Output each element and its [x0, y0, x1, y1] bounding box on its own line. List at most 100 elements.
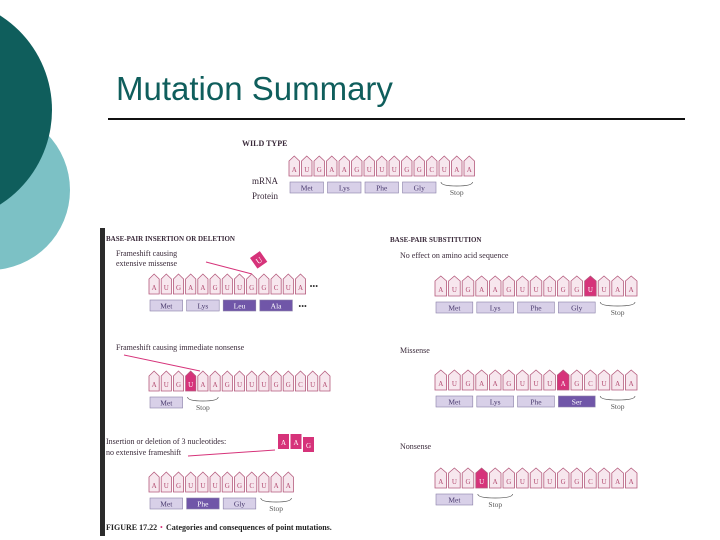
wild-type-stop-label: Stop: [450, 188, 464, 197]
sub1-codon-box-2: [461, 275, 475, 297]
ins2-codon-box-14: [319, 370, 331, 392]
sub3-protein-box-0: [435, 493, 474, 506]
ins1-base-11: U: [286, 284, 291, 292]
sub2-codon-box-4: [489, 369, 502, 391]
ins3-codon-box-0: [148, 471, 160, 493]
ins3-stop-label: Stop: [269, 504, 283, 513]
ins2-base-9: U: [261, 381, 266, 389]
sub2-base-8: U: [547, 380, 552, 388]
ins3-codon-box-9: [258, 471, 270, 493]
sub1-codon-box-7: [529, 275, 543, 297]
ins2-base-5: A: [213, 381, 218, 389]
sub3-codon-box-10: [570, 467, 583, 489]
sub1-codon-box-12: [597, 275, 611, 297]
wild-type-codon-box-5: [351, 155, 363, 177]
ins2-codon-box-2: [173, 370, 184, 392]
ins3-protein-box-0: [149, 497, 183, 510]
sub3-codon-box-9: [557, 467, 570, 489]
ins2-base-13: U: [310, 381, 315, 389]
sub3-stop-bracket: [477, 493, 513, 499]
title-underline: [108, 118, 685, 120]
sub1-protein-1: Lys: [490, 304, 501, 313]
ins2-codon-box-3: [185, 370, 197, 392]
sub3-codon-box-6: [516, 467, 529, 489]
sub2-base-4: A: [493, 380, 498, 388]
sub3-base-11: C: [588, 478, 593, 486]
sub2-protein-box-1: [476, 395, 514, 408]
wild-type-protein-1: Lys: [339, 184, 350, 193]
ins3-base-8: C: [249, 482, 254, 490]
sub1-base-6: U: [520, 286, 525, 294]
sub2-codon-box-10: [570, 369, 583, 391]
sub3-base-3: U: [479, 478, 484, 486]
ins3-codon-box-3: [185, 471, 197, 493]
ins1-protein-0: Met: [160, 302, 173, 311]
point-mutation-figure: WILD TYPE mRNA Protein A U G A A G U U U G G C U A AMe…: [100, 128, 660, 536]
sub1-protein-0: Met: [448, 304, 461, 313]
sub1-codon-box-6: [516, 275, 529, 297]
ins1-protein-box-0: [149, 299, 183, 312]
sub3-base-4: A: [493, 478, 498, 486]
wild-type-codon-box-7: [376, 155, 388, 177]
sub2-codon-box-1: [448, 369, 461, 391]
sub3-codon-box-12: [597, 467, 611, 489]
sub3-codon-box-2: [461, 467, 475, 489]
sub3-base-0: A: [438, 478, 443, 486]
ins1-codon-box-4: [197, 273, 209, 295]
ins3-arrow: [187, 449, 276, 457]
ins3-codon-box-6: [221, 471, 233, 493]
ins3-codon-box-10: [270, 471, 282, 493]
ins2-base-7: U: [237, 381, 242, 389]
sub3-codon-box-14: [625, 467, 638, 489]
sub2-base-3: A: [479, 380, 484, 388]
sub1-base-8: U: [547, 286, 552, 294]
wild-type-base-14: A: [467, 166, 472, 174]
wild-type-stop-bracket: [440, 181, 473, 187]
sub2-base-7: U: [533, 380, 538, 388]
ins3-codon-box-5: [209, 471, 221, 493]
wild-type-base-2: G: [317, 166, 322, 174]
sub3-codon-box-1: [448, 467, 461, 489]
sub3-codon-box-11: [584, 467, 597, 489]
sub3-base-1: U: [452, 478, 457, 486]
ins2-codon-box-0: [148, 370, 160, 392]
sub2-protein-box-3: [558, 395, 596, 408]
insertion-deletion-heading: BASE-PAIR INSERTION OR DELETION: [106, 235, 235, 243]
sub3-description: Nonsense: [400, 442, 432, 451]
ins1-codon-box-3: [185, 273, 197, 295]
wild-type-heading: WILD TYPE: [242, 139, 287, 148]
ins2-base-8: U: [249, 381, 254, 389]
ins3-inserted-box-0: [278, 434, 289, 449]
sub2-stop-bracket: [599, 395, 636, 401]
figure-caption-label: FIGURE 17.22: [106, 523, 157, 532]
ins3-codon-box-7: [234, 471, 245, 493]
ins1-protein-box-2: [222, 299, 257, 312]
ins3-base-1: U: [164, 482, 169, 490]
sub2-protein-box-0: [435, 395, 474, 408]
sub1-codon-box-4: [489, 275, 502, 297]
ins2-codon-box-13: [307, 370, 319, 392]
sub2-codon-box-9: [557, 369, 570, 391]
sub1-base-12: U: [601, 286, 606, 294]
ins1-protein-dots: •••: [298, 302, 307, 311]
wild-type-base-4: A: [342, 166, 347, 174]
ins1-arrow: [205, 261, 253, 275]
wild-type-base-5: G: [354, 166, 359, 174]
wild-type-codon-box-2: [313, 155, 325, 177]
ins2-base-6: G: [225, 381, 230, 389]
sub1-protein-box-2: [517, 301, 555, 314]
sub1-codon-box-13: [611, 275, 624, 297]
sub2-codon-box-3: [475, 369, 488, 391]
inserted-base-box: [250, 251, 268, 269]
wild-type-base-11: C: [429, 166, 434, 174]
sub1-base-13: A: [615, 286, 620, 294]
sub1-codon-box-11: [584, 275, 597, 297]
sub2-codon-box-7: [529, 369, 543, 391]
wild-type-protein-0: Met: [301, 184, 314, 193]
sub3-base-14: A: [629, 478, 634, 486]
sub1-base-2: G: [465, 286, 470, 294]
sub3-codon-box-13: [611, 467, 624, 489]
ins1-protein-1: Lys: [197, 302, 208, 311]
wild-type-base-1: U: [304, 166, 309, 174]
